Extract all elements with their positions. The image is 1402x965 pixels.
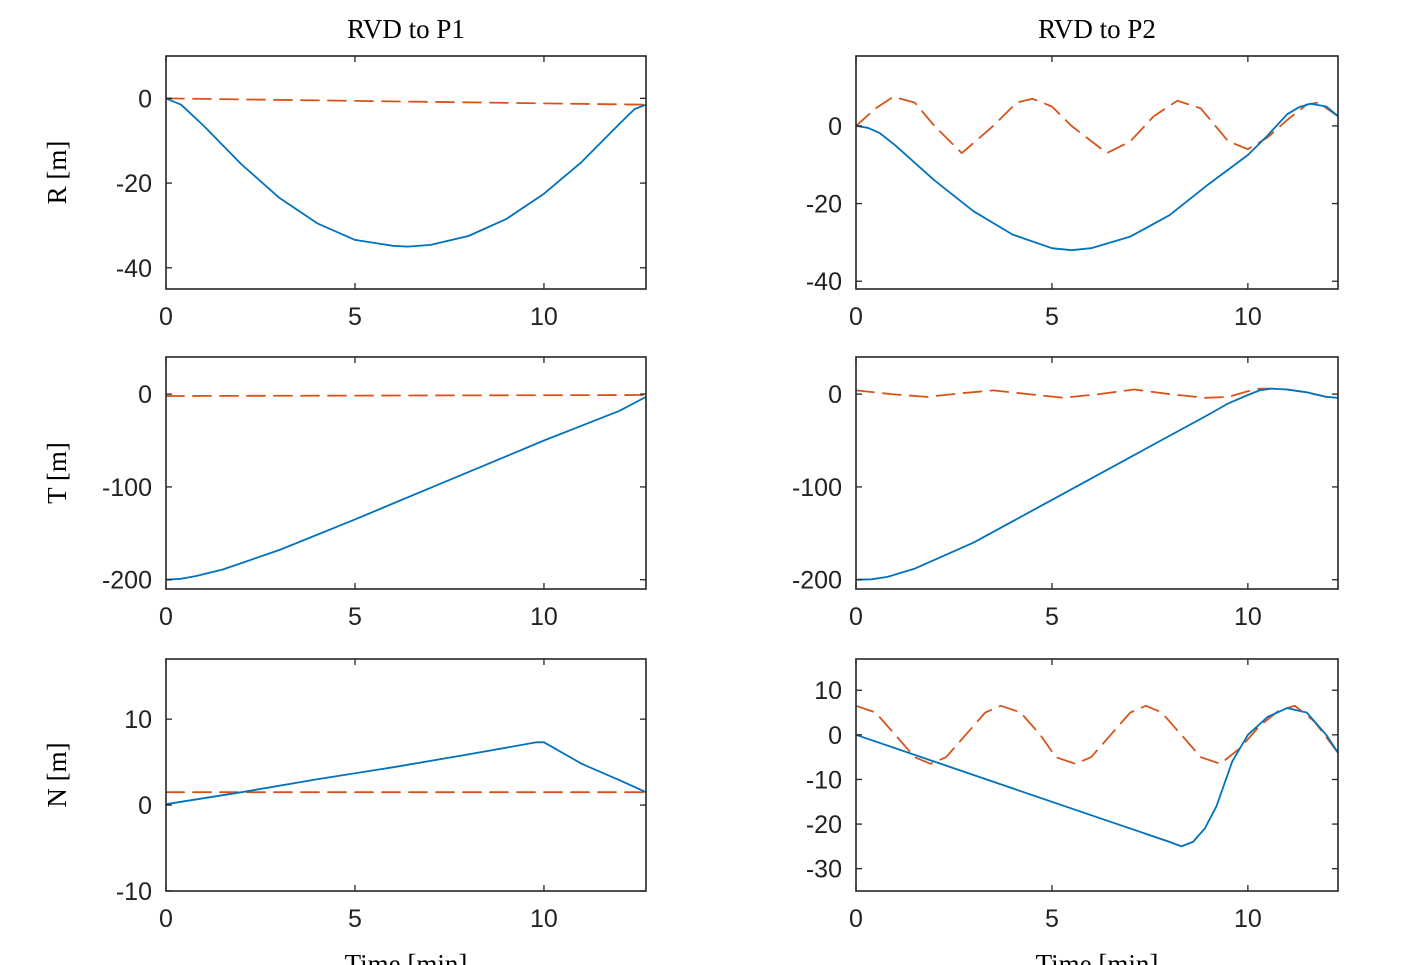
axes-box xyxy=(165,55,647,290)
y-tick-label: 0 xyxy=(828,381,842,409)
x-tick-label: 5 xyxy=(348,603,362,631)
y-tick-label: -20 xyxy=(806,811,842,839)
axes-box xyxy=(855,55,1339,290)
subplot-title: RVD to P1 xyxy=(347,14,465,44)
x-tick-label: 0 xyxy=(159,303,173,331)
plot-area xyxy=(856,387,1338,581)
y-axis-label: R [m] xyxy=(42,141,72,205)
x-tick-label: 10 xyxy=(530,603,558,631)
plot-area xyxy=(166,97,646,248)
y-tick-label: -100 xyxy=(102,474,152,502)
actual-series-line xyxy=(166,97,646,248)
x-tick-label: 10 xyxy=(530,303,558,331)
x-tick-label: 10 xyxy=(1234,905,1262,933)
actual-series-line xyxy=(856,102,1338,252)
axes-box xyxy=(165,356,647,590)
x-tick-label: 0 xyxy=(849,303,863,331)
x-tick-label: 0 xyxy=(159,905,173,933)
axes-box xyxy=(165,658,647,892)
reference-series-line xyxy=(856,704,1338,765)
x-tick-label: 5 xyxy=(1045,603,1059,631)
y-tick-label: -40 xyxy=(116,255,152,283)
actual-series-line xyxy=(166,741,646,806)
y-tick-label: 0 xyxy=(828,113,842,141)
y-axis-label: N [m] xyxy=(42,742,72,807)
x-tick-label: 10 xyxy=(1234,603,1262,631)
plot-area xyxy=(166,394,646,581)
subplot-4: 0 5 10 0 -20 -40 RVD to P2 xyxy=(806,14,1339,331)
y-tick-label: 0 xyxy=(138,792,152,820)
subplot-5: 0 5 10 0 -100 -200 xyxy=(792,356,1339,631)
x-tick-label: 5 xyxy=(1045,303,1059,331)
y-tick-label: -200 xyxy=(792,567,842,595)
y-tick-label: -30 xyxy=(806,856,842,884)
axes-box xyxy=(855,658,1339,892)
y-tick-label: -20 xyxy=(806,191,842,219)
plot-area xyxy=(856,704,1338,848)
y-tick-label: 0 xyxy=(138,381,152,409)
x-axis-label: Time [min] xyxy=(1036,949,1159,965)
plot-area xyxy=(166,741,646,806)
actual-series-line xyxy=(166,395,646,581)
plot-area xyxy=(856,95,1338,252)
x-tick-label: 0 xyxy=(159,603,173,631)
reference-series-line xyxy=(856,95,1338,155)
y-tick-label: 0 xyxy=(138,85,152,113)
y-tick-label: -10 xyxy=(116,878,152,906)
x-tick-label: 10 xyxy=(1234,303,1262,331)
x-tick-label: 10 xyxy=(530,905,558,933)
subplot-6: 0 5 10 10 0 -10 -20 -30 Time [min] xyxy=(806,658,1339,965)
reference-series-line xyxy=(166,394,646,397)
x-axis-label: Time [min] xyxy=(345,949,468,965)
subplot-2: 0 5 10 0 -100 -200 T [m] xyxy=(42,356,647,631)
y-tick-label: -10 xyxy=(806,766,842,794)
y-tick-label: -20 xyxy=(116,170,152,198)
y-axis-label: T [m] xyxy=(42,442,72,504)
x-tick-label: 0 xyxy=(849,905,863,933)
y-tick-label: -40 xyxy=(806,268,842,296)
axes-box xyxy=(855,356,1339,590)
actual-series-line xyxy=(856,707,1338,848)
x-tick-label: 5 xyxy=(348,905,362,933)
actual-series-line xyxy=(856,387,1338,581)
y-tick-label: 10 xyxy=(814,677,842,705)
subplot-title: RVD to P2 xyxy=(1038,14,1156,44)
y-tick-label: -200 xyxy=(102,567,152,595)
x-tick-label: 5 xyxy=(348,303,362,331)
x-tick-label: 0 xyxy=(849,603,863,631)
y-tick-label: 10 xyxy=(124,706,152,734)
x-tick-label: 5 xyxy=(1045,905,1059,933)
y-tick-label: 0 xyxy=(828,722,842,750)
subplot-1: 0 5 10 0 -20 -40 RVD to P1 R [m] xyxy=(42,14,647,331)
reference-series-line xyxy=(166,97,646,106)
y-tick-label: -100 xyxy=(792,474,842,502)
